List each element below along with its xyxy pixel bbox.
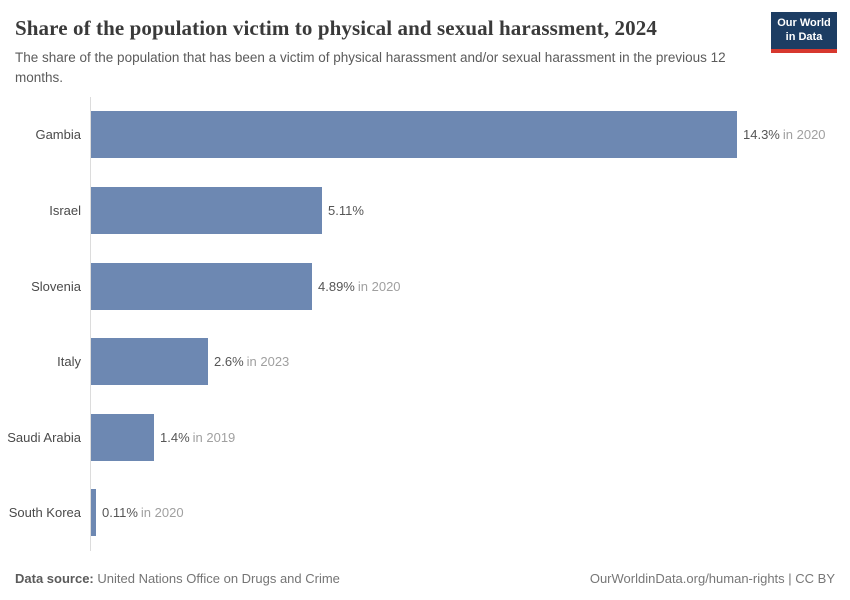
bar[interactable] bbox=[91, 187, 322, 235]
bar-row: Israel 5.11% bbox=[0, 173, 850, 249]
y-axis-line bbox=[90, 97, 91, 552]
country-label: South Korea bbox=[8, 505, 81, 521]
bar[interactable] bbox=[91, 489, 96, 537]
bar-row: South Korea 0.11% in 2020 bbox=[0, 475, 850, 551]
bar[interactable] bbox=[91, 338, 208, 386]
bar[interactable] bbox=[91, 111, 737, 159]
data-source-label: Data source: bbox=[15, 571, 94, 586]
country-label: Italy bbox=[57, 354, 81, 370]
value-label: 1.4% in 2019 bbox=[160, 430, 235, 445]
chart-header: Share of the population victim to physic… bbox=[0, 0, 850, 87]
value-text: 0.11% bbox=[102, 505, 138, 521]
value-text: 5.11% bbox=[328, 203, 364, 219]
bar[interactable] bbox=[91, 262, 312, 310]
credit-link[interactable]: OurWorldinData.org/human-rights | CC BY bbox=[589, 571, 835, 586]
owid-logo-line2: in Data bbox=[785, 30, 823, 43]
plot-area: 1.4% in 2019 bbox=[86, 400, 850, 476]
value-label: 0.11% in 2020 bbox=[102, 505, 184, 520]
bar-chart: Gambia 14.3% in 2020 Israel 5.11% Slovenia 4.8… bbox=[0, 97, 850, 552]
bar-row: Gambia 14.3% in 2020 bbox=[0, 97, 850, 173]
chart-subtitle: The share of the population that has bee… bbox=[15, 50, 726, 85]
owid-logo-line1: Our World bbox=[777, 16, 831, 29]
plot-area: 5.11% bbox=[86, 173, 850, 249]
data-source-value: United Nations Office on Drugs and Crime bbox=[97, 571, 340, 586]
chart-rows: Gambia 14.3% in 2020 Israel 5.11% Slovenia 4.8… bbox=[0, 97, 850, 551]
bar-row: Slovenia 4.89% in 2020 bbox=[0, 248, 850, 324]
chart-title: Share of the population victim to physic… bbox=[15, 16, 657, 40]
year-text: in 2020 bbox=[140, 505, 184, 521]
bar-row: Saudi Arabia 1.4% in 2019 bbox=[0, 400, 850, 476]
owid-logo: Our World in Data bbox=[771, 12, 837, 53]
country-label: Slovenia bbox=[31, 278, 81, 294]
value-text: 14.3% bbox=[743, 127, 780, 143]
data-source: Data source: United Nations Office on Dr… bbox=[15, 571, 340, 586]
value-label: 4.89% in 2020 bbox=[318, 279, 401, 294]
value-text: 1.4% bbox=[160, 429, 190, 445]
plot-area: 0.11% in 2020 bbox=[86, 475, 850, 551]
value-text: 4.89% bbox=[318, 278, 355, 294]
country-label: Gambia bbox=[35, 127, 81, 143]
value-label: 2.6% in 2023 bbox=[214, 354, 289, 369]
year-text: in 2020 bbox=[357, 278, 401, 294]
year-text: in 2023 bbox=[246, 354, 290, 370]
bar[interactable] bbox=[91, 413, 154, 461]
plot-area: 14.3% in 2020 bbox=[86, 97, 850, 173]
year-text: in 2019 bbox=[192, 429, 236, 445]
value-text: 2.6% bbox=[214, 354, 244, 370]
bar-row: Italy 2.6% in 2023 bbox=[0, 324, 850, 400]
value-label: 5.11% bbox=[328, 203, 364, 218]
year-text: in 2020 bbox=[782, 127, 826, 143]
plot-area: 4.89% in 2020 bbox=[86, 248, 850, 324]
plot-area: 2.6% in 2023 bbox=[86, 324, 850, 400]
value-label: 14.3% in 2020 bbox=[743, 127, 826, 142]
country-label: Saudi Arabia bbox=[7, 429, 81, 445]
country-label: Israel bbox=[49, 203, 81, 219]
chart-footer: Data source: United Nations Office on Dr… bbox=[15, 571, 835, 586]
